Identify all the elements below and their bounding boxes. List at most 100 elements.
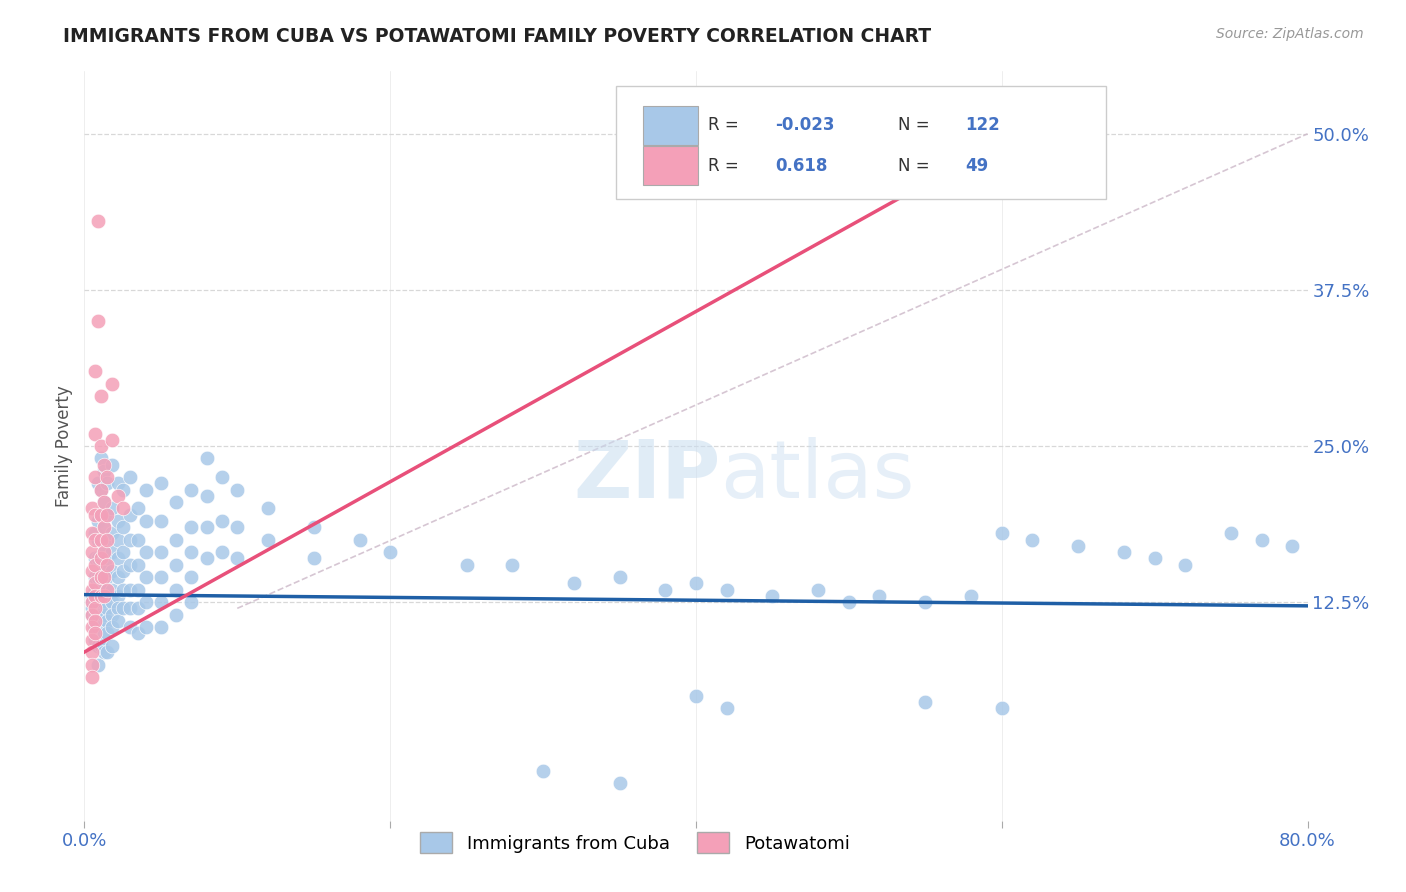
Point — [87, 595, 110, 609]
Text: Source: ZipAtlas.com: Source: ZipAtlas.com — [1216, 27, 1364, 41]
Point — [93, 607, 115, 622]
Point — [120, 508, 142, 522]
Point — [84, 558, 107, 572]
Point — [101, 595, 124, 609]
Point — [87, 620, 110, 634]
Point — [1114, 545, 1136, 559]
Point — [1067, 539, 1090, 553]
Point — [149, 620, 172, 634]
Point — [87, 657, 110, 672]
Point — [93, 520, 115, 534]
Point — [127, 601, 149, 615]
Point — [96, 508, 118, 522]
Point — [90, 551, 112, 566]
Point — [90, 451, 112, 466]
Point — [226, 483, 249, 497]
Point — [120, 470, 142, 484]
Point — [120, 558, 142, 572]
Point — [93, 458, 115, 472]
Point — [960, 589, 983, 603]
Point — [90, 483, 112, 497]
Point — [1174, 558, 1197, 572]
Point — [90, 439, 112, 453]
Point — [87, 476, 110, 491]
Point — [87, 533, 110, 547]
Point — [135, 620, 157, 634]
Point — [101, 526, 124, 541]
Point — [838, 595, 860, 609]
Point — [609, 776, 631, 790]
Point — [1021, 533, 1043, 547]
Point — [111, 545, 134, 559]
Point — [93, 495, 115, 509]
Point — [991, 701, 1014, 715]
Point — [84, 626, 107, 640]
Point — [107, 551, 129, 566]
Text: ZIP: ZIP — [574, 437, 720, 515]
Point — [149, 570, 172, 584]
Point — [90, 607, 112, 622]
Point — [502, 558, 524, 572]
Point — [93, 645, 115, 659]
Point — [149, 476, 172, 491]
Point — [84, 570, 107, 584]
Point — [80, 657, 103, 672]
Point — [609, 570, 631, 584]
Point — [195, 451, 218, 466]
Point — [107, 514, 129, 528]
Point — [80, 564, 103, 578]
Point — [80, 595, 103, 609]
Point — [101, 620, 124, 634]
Point — [807, 582, 830, 597]
Point — [654, 582, 676, 597]
Point — [93, 464, 115, 478]
Point — [716, 701, 738, 715]
Point — [226, 520, 249, 534]
Point — [90, 508, 112, 522]
Point — [80, 601, 103, 615]
Point — [180, 570, 202, 584]
Point — [93, 595, 115, 609]
Point — [96, 645, 118, 659]
Point — [101, 376, 124, 391]
Point — [111, 520, 134, 534]
Point — [84, 620, 107, 634]
Point — [84, 576, 107, 591]
Point — [120, 620, 142, 634]
Point — [226, 551, 249, 566]
Point — [349, 533, 371, 547]
Point — [127, 501, 149, 516]
Point — [107, 614, 129, 628]
Point — [84, 595, 107, 609]
Point — [127, 626, 149, 640]
Point — [87, 639, 110, 653]
Point — [562, 576, 585, 591]
Point — [93, 564, 115, 578]
Point — [135, 595, 157, 609]
Point — [107, 601, 129, 615]
Point — [96, 601, 118, 615]
Point — [84, 607, 107, 622]
Point — [84, 632, 107, 647]
Point — [107, 533, 129, 547]
Point — [93, 589, 115, 603]
Point — [1281, 539, 1303, 553]
Text: IMMIGRANTS FROM CUBA VS POTAWATOMI FAMILY POVERTY CORRELATION CHART: IMMIGRANTS FROM CUBA VS POTAWATOMI FAMIL… — [63, 27, 931, 45]
Point — [165, 533, 187, 547]
Point — [1220, 526, 1243, 541]
Point — [84, 601, 107, 615]
Point — [135, 545, 157, 559]
Point — [93, 545, 115, 559]
Point — [127, 558, 149, 572]
Point — [84, 470, 107, 484]
Point — [96, 626, 118, 640]
Point — [135, 514, 157, 528]
Point — [135, 483, 157, 497]
Point — [80, 595, 103, 609]
Point — [80, 620, 103, 634]
FancyBboxPatch shape — [644, 146, 699, 186]
Point — [84, 526, 107, 541]
Point — [80, 501, 103, 516]
Point — [914, 595, 936, 609]
Point — [135, 570, 157, 584]
